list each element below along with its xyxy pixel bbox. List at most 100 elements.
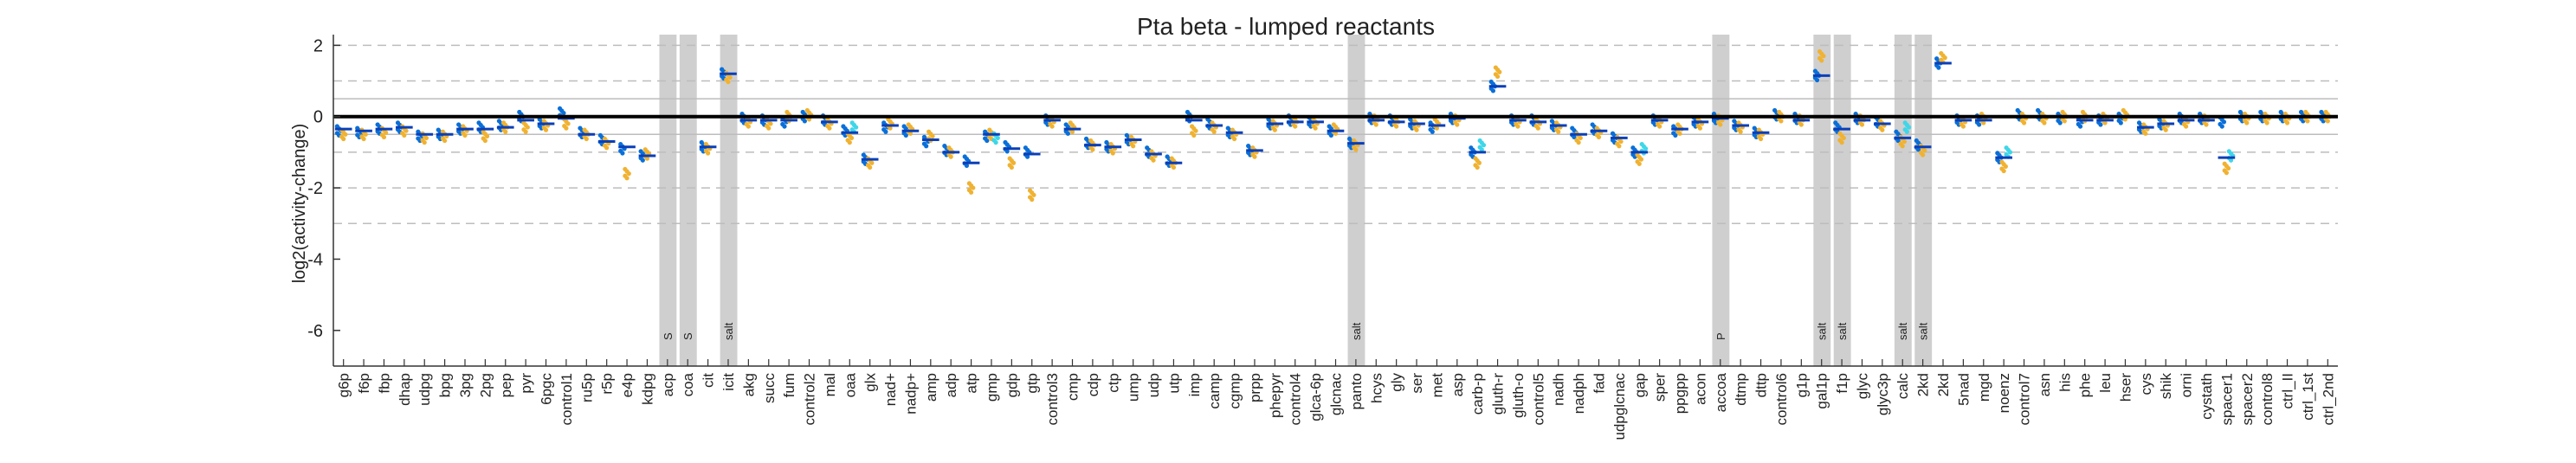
x-tick-label: amp [923,373,939,402]
data-point [523,129,528,134]
data-point [903,132,908,138]
x-tick-label: udpg [416,373,433,406]
data-point [1718,122,1723,127]
data-point [1819,58,1824,63]
data-point [363,132,368,137]
data-point [381,134,387,140]
x-tick-label: control3 [1044,373,1061,425]
data-point [1535,125,1540,131]
x-tick-label: cmp [1065,373,1081,401]
data-point [1900,144,1905,149]
x-tick-label: asp [1449,373,1466,396]
x-tick-label: atp [964,373,980,394]
x-tick-label: shik [2158,373,2174,400]
data-point [564,125,569,131]
data-point [1839,140,1844,145]
x-tick-label: pep [498,373,514,397]
data-point [1394,124,1399,129]
x-tick-label: ctrl_2nd [2320,373,2336,425]
data-point [343,132,348,137]
y-tick-label: -4 [307,250,323,269]
x-tick-label: r5p [599,373,616,395]
x-tick-label: glyc [1854,373,1870,400]
data-point [1193,128,1198,133]
data-point [1497,69,1502,74]
data-point [1479,147,1484,152]
data-point [2102,120,2108,125]
x-tick-label: glx [862,373,879,392]
x-tick-label: succ [761,373,778,403]
data-point [768,121,773,126]
data-point [849,135,855,141]
data-point [1490,88,1496,93]
x-tick-label: coa [680,372,696,396]
data-point [1515,124,1520,129]
data-point [1921,152,1926,158]
data-point [2163,127,2168,132]
data-point [964,163,970,168]
x-tick-label: carb-p [1469,373,1486,415]
x-tick-label: imp [1186,373,1203,396]
data-point [1738,129,1743,134]
x-tick-label: his [2056,373,2073,392]
x-tick-label: spacer1 [2218,373,2235,425]
data-point [1430,129,1435,134]
data-point [503,129,508,134]
y-axis-label: log2(activity-change) [290,124,309,284]
highlight-label-calc: salt [1896,322,1909,340]
x-tick-label: sper [1652,373,1669,402]
data-point [1090,147,1095,152]
data-point [2007,150,2013,155]
x-tick-label: utp [1165,373,1182,394]
highlight-column-panto [1347,35,1365,366]
highlight-column-accoa [1712,35,1730,366]
data-point [2143,131,2148,136]
data-point [1638,157,1644,162]
data-point [1977,122,1982,127]
highlight-label-acp: S [662,332,675,340]
data-point [2219,124,2224,129]
x-tick-label: accoa [1713,372,1729,412]
data-point [1434,125,1440,131]
data-point [993,140,998,145]
highlight-label-2kd: salt [1917,322,1930,340]
highlight-label-accoa: P [1714,332,1727,340]
highlight-column-coa [679,35,697,366]
data-point [484,133,490,138]
data-point [1065,131,1070,136]
data-point [1880,127,1885,132]
highlight-column-calc [1894,35,1912,366]
x-tick-label: control2 [802,373,818,425]
x-tick-label: camp [1206,373,1223,409]
data-point [766,125,772,131]
data-point [1697,125,1703,131]
x-tick-label: control1 [558,373,575,425]
data-point [1657,124,1662,129]
x-tick-label: pyr [518,373,534,394]
data-point [1353,147,1359,152]
data-point [1009,164,1014,170]
x-tick-label: oaa [842,372,858,397]
data-point [2001,168,2006,174]
data-point [1895,138,1901,144]
data-point [1798,122,1804,127]
x-tick-label: noenz [1996,373,2012,413]
data-point [402,132,407,138]
x-tick-label: 2kd [1935,373,1952,396]
x-tick-label: cys [2138,373,2154,395]
x-tick-label: ru5p [578,373,595,402]
x-tick-label: e4p [619,373,636,397]
x-tick-label: spacer2 [2239,373,2256,425]
data-point [1677,131,1682,136]
x-tick-label: control5 [1530,373,1546,425]
data-point [1110,151,1115,156]
data-point [746,124,751,129]
data-point [2325,119,2330,124]
x-tick-label: nadp+ [902,373,919,415]
data-point [1821,54,1826,59]
x-tick-label: mgd [1976,373,1992,402]
x-tick-label: cgmp [1227,373,1243,409]
x-tick-label: glcnac [1328,373,1345,416]
x-tick-label: acp [660,373,676,396]
